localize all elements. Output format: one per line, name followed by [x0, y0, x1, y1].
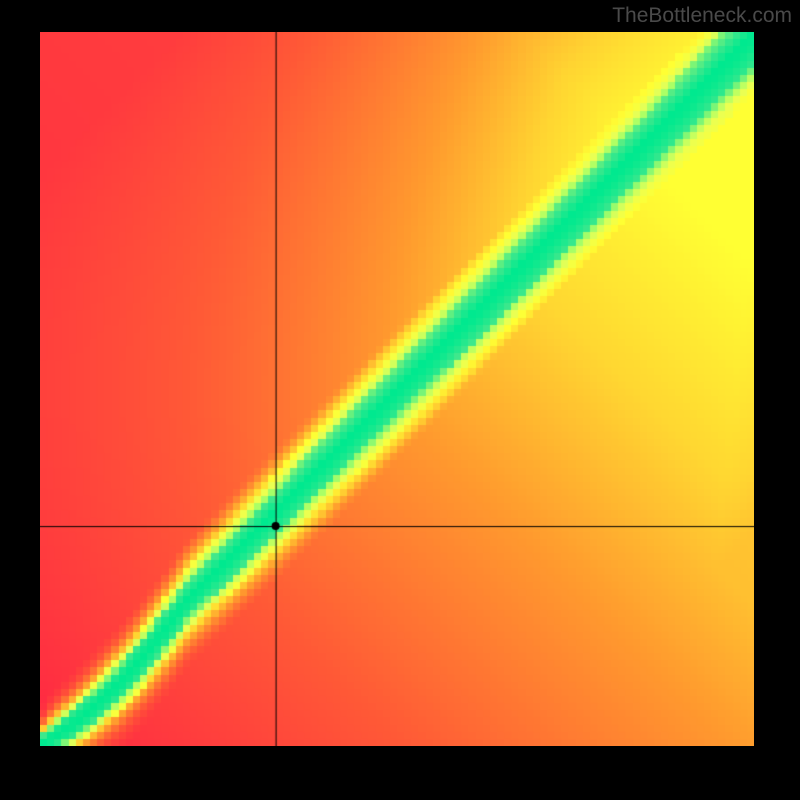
watermark-text: TheBottleneck.com	[612, 4, 792, 28]
heatmap-canvas	[40, 32, 754, 746]
heatmap-plot	[40, 32, 754, 746]
